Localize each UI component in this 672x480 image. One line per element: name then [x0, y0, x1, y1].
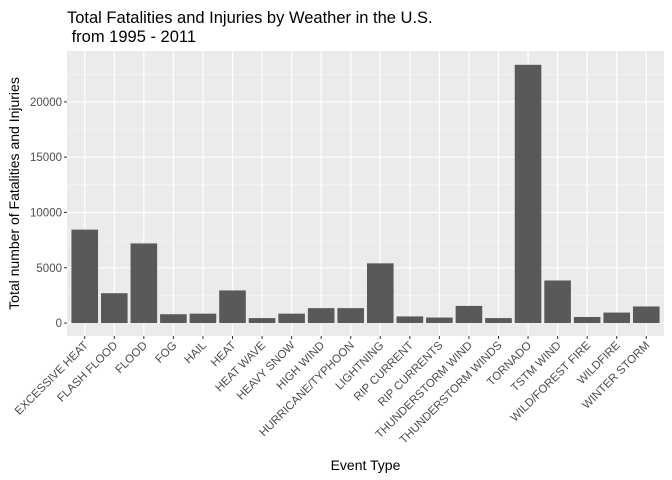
bar: [514, 64, 542, 324]
y-tick-label: 5000: [36, 263, 62, 275]
x-axis-title: Event Type: [331, 457, 401, 473]
bars: [71, 64, 660, 324]
bar: [248, 318, 276, 324]
bar: [396, 316, 424, 324]
y-tick-label: 20000: [30, 97, 62, 109]
y-axis-title: Total number of Fatalities and Injuries: [6, 77, 22, 310]
x-tick-label: FOG: [153, 340, 179, 366]
x-tick-label: HAIL: [183, 339, 210, 366]
y-axis: 0 5000 10000 15000 20000: [30, 97, 67, 330]
x-tick-label: FLOOD: [113, 340, 150, 377]
bar: [603, 312, 631, 324]
y-tick-label: 15000: [30, 152, 62, 164]
bar: [632, 306, 660, 324]
y-tick-label: 10000: [30, 207, 62, 219]
bar: [307, 308, 335, 324]
bar: [100, 293, 128, 324]
bar: [278, 313, 305, 324]
chart-title: Total Fatalities and Injuries by Weather…: [67, 9, 437, 46]
y-tick-label: 0: [56, 318, 62, 330]
bar: [219, 290, 246, 324]
chart-title-line-1: Total Fatalities and Injuries by Weather…: [67, 9, 433, 27]
bar: [189, 313, 217, 324]
bar: [130, 243, 158, 324]
chart-title-line-2: from 1995 - 2011: [67, 28, 196, 46]
bar: [71, 229, 99, 324]
bar: [160, 314, 187, 324]
bar: [455, 305, 483, 324]
bar: [544, 280, 571, 324]
bar: [485, 318, 512, 324]
bar: [426, 317, 453, 324]
bar: [366, 263, 394, 324]
bar: [573, 316, 601, 324]
bar: [337, 308, 365, 324]
